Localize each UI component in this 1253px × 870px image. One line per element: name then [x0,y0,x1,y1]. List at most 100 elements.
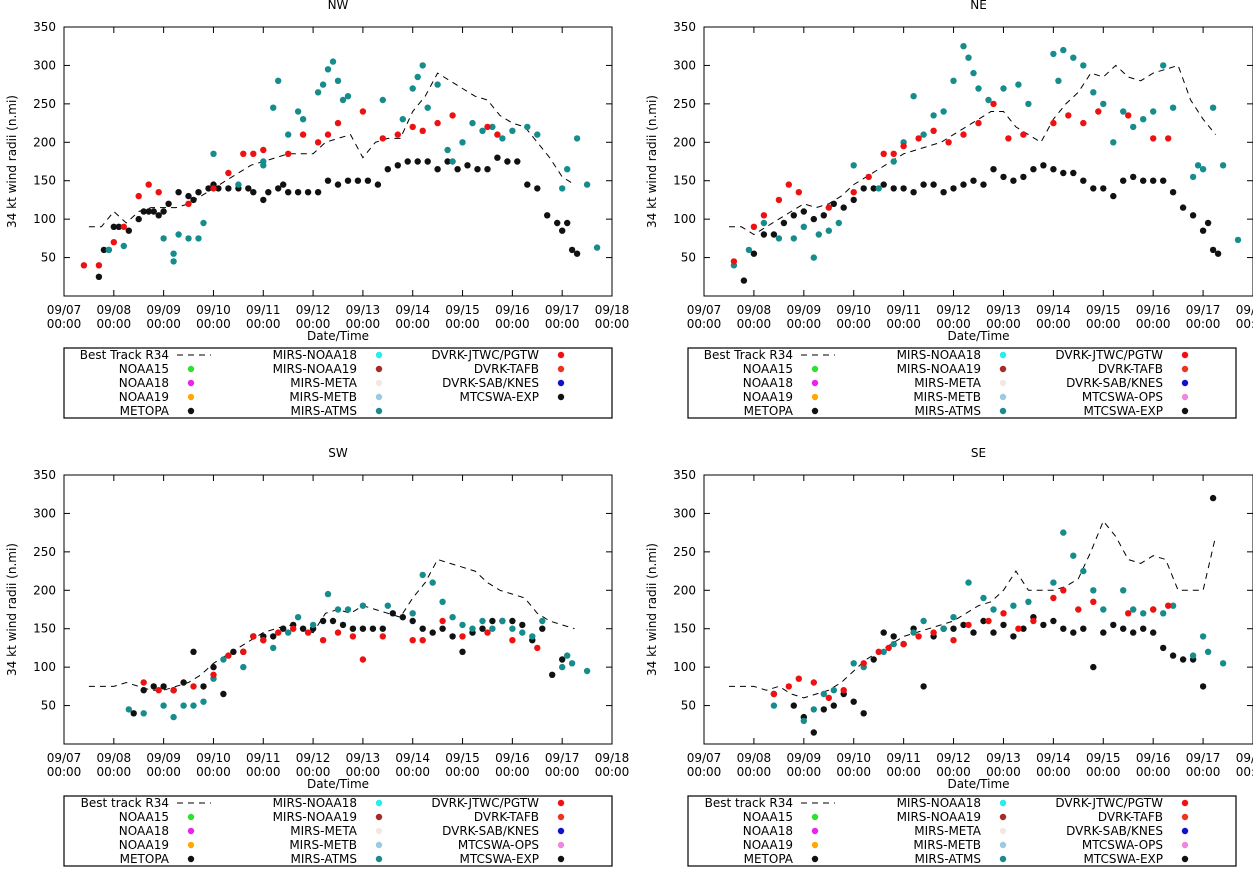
legend-label: MTCSWA-EXP [1084,852,1164,866]
legend-marker [811,393,819,401]
data-point [1025,598,1032,605]
x-tick-label-time: 00:00 [1036,765,1071,779]
best-track-line [88,72,575,228]
data-point [1204,648,1212,655]
x-tick-label-time: 00:00 [97,765,132,779]
series-dvrk-jtwc-pgtw [80,108,501,269]
data-point [573,135,581,142]
legend-label: NOAA15 [743,362,793,376]
data-point [459,139,466,146]
data-point [990,100,997,108]
x-tick-label-date: 09/12 [936,751,971,765]
legend-label: MTCSWA-OPS [1082,390,1163,404]
legend-label: MTCSWA-EXP [460,390,540,404]
legend-marker [557,841,565,849]
x-tick-label-time: 00:00 [346,317,381,331]
x-tick-label-time: 00:00 [836,317,871,331]
x-tick-label-time: 00:00 [246,317,281,331]
data-point [125,227,132,234]
data-point [160,235,167,242]
data-point [299,625,307,632]
panel-title: NE [970,0,987,12]
data-point [125,706,132,713]
y-tick-label: 50 [681,251,696,265]
data-point [860,710,867,717]
data-point [1120,587,1127,594]
x-tick-label-date: 09/10 [196,303,231,317]
data-point [120,242,128,250]
x-tick-label-time: 00:00 [886,765,921,779]
legend-marker [187,855,195,863]
data-point [394,131,401,138]
data-point [334,119,342,127]
x-tick-label-date: 09/12 [296,751,331,765]
data-point [795,675,802,682]
data-point [285,131,292,138]
legend-marker [811,813,819,821]
data-point [140,679,147,686]
data-point [970,177,977,184]
y-tick-label: 50 [41,251,56,265]
data-point [1090,598,1097,605]
data-point [379,96,386,104]
data-point [965,579,972,586]
data-point [880,150,887,157]
legend-label: METOPA [744,404,794,418]
data-point [564,219,571,227]
data-point [825,694,832,702]
legend-box [687,795,1237,867]
data-point [880,648,887,655]
data-point [349,633,357,640]
x-tick-label-time: 00:00 [1136,765,1171,779]
data-point [1160,644,1167,652]
data-point [1209,246,1217,254]
data-point [990,166,997,173]
data-point [1140,610,1147,617]
data-point [459,633,466,640]
legend-label: DVRK-TAFB [1098,362,1163,376]
data-point [404,158,411,165]
data-point [564,166,571,173]
data-point [534,185,541,192]
data-point [775,235,783,242]
data-point [484,629,491,636]
x-tick-label-time: 00:00 [445,765,480,779]
data-point [324,590,332,598]
data-point [344,606,352,613]
data-point [479,625,486,632]
data-point [494,131,501,138]
legend-marker [375,841,383,849]
data-point [900,142,907,150]
legend-marker [557,351,565,359]
data-point [334,629,342,636]
x-tick-label-time: 00:00 [47,317,82,331]
legend-label: MIRS-NOAA19 [897,810,981,824]
legend-marker [1181,799,1189,807]
data-point [890,185,897,192]
data-point [319,81,327,88]
x-tick-label-time: 00:00 [986,317,1021,331]
x-tick-label-time: 00:00 [395,317,430,331]
data-point [379,633,386,640]
data-point [1090,185,1097,192]
data-point [285,629,292,636]
data-point [210,185,217,192]
data-point [1130,629,1137,636]
data-point [850,660,857,667]
data-point [459,621,466,629]
data-point [1075,606,1082,613]
data-point [1065,112,1072,119]
data-point [414,158,421,165]
data-point [95,262,103,269]
data-point [544,212,551,219]
legend-label: MIRS-NOAA18 [273,796,357,810]
plot-frame [63,474,613,745]
legend-label: MIRS-META [290,376,358,390]
legend-marker [557,379,565,387]
legend-label: MIRS-METB [289,390,357,404]
data-point [424,158,431,165]
data-point [820,706,827,713]
data-point [1165,135,1172,142]
data-point [459,648,466,655]
x-tick-label-time: 00:00 [395,765,430,779]
